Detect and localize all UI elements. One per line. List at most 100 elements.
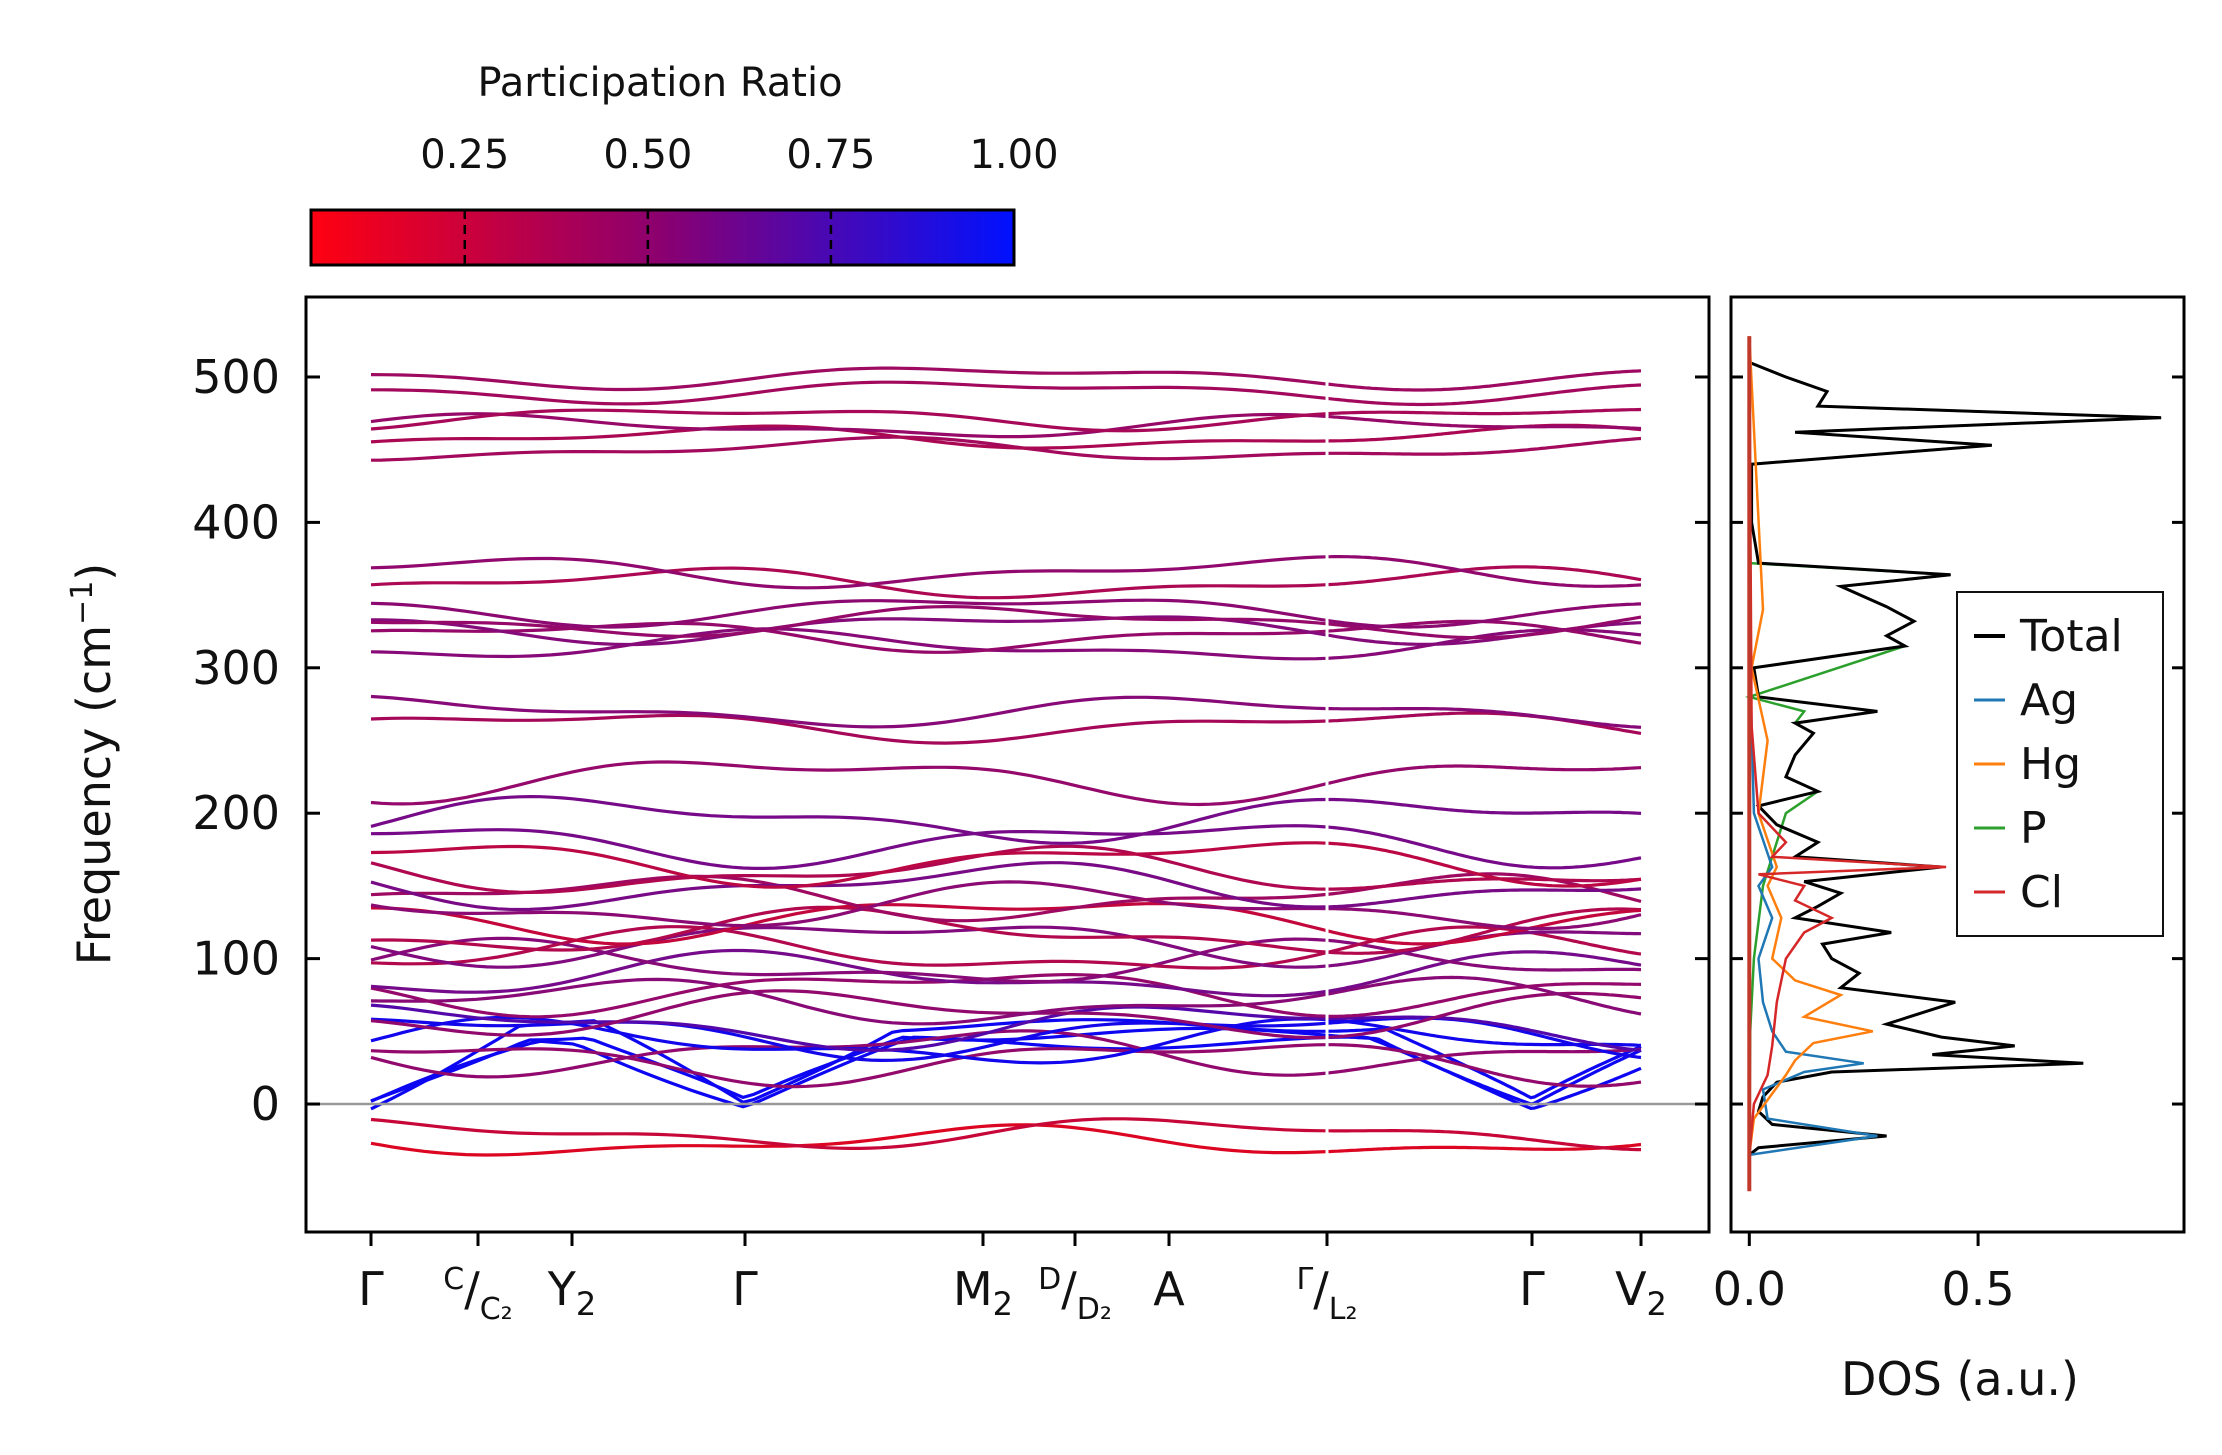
phonon-band (370, 844, 1328, 895)
phonon-band (1327, 706, 1642, 729)
phonon-band (1327, 877, 1642, 891)
phonon-band (370, 1003, 1328, 1052)
phonon-band (1326, 1018, 1642, 1047)
phonon-band (370, 598, 1328, 629)
phonon-band (1327, 1128, 1641, 1152)
phonon-band (1327, 797, 1642, 815)
legend-label-ag: Ag (2020, 675, 2078, 726)
y-tick-label: 0 (251, 1077, 280, 1131)
phonon-band (370, 1035, 1328, 1109)
phonon-band (370, 880, 1328, 928)
phonon-band (370, 905, 1328, 954)
x-tick-label: Γ/L₂ (1297, 1262, 1358, 1327)
legend-label-total: Total (2019, 611, 2123, 662)
phonon-band (1326, 975, 1642, 1016)
phonon-band (370, 972, 1328, 1019)
phonon-band (370, 925, 1328, 970)
phonon-band (370, 925, 1328, 969)
phonon-band (1326, 602, 1642, 629)
phonon-band (370, 1043, 1328, 1089)
dos-x-axis-title: DOS (a.u.) (1841, 1352, 2079, 1406)
phonon-band (1326, 615, 1642, 640)
colorbar-title: Participation Ratio (477, 60, 842, 106)
phonon-band (1326, 1027, 1642, 1100)
dos-curve-cl (1748, 336, 1947, 1156)
phonon-band (1326, 711, 1642, 735)
phonon-band (370, 604, 1328, 638)
x-tick-label: Γ (732, 1262, 758, 1316)
phonon-band (1326, 554, 1642, 588)
colorbar-gradient (309, 208, 1016, 267)
colorbar: Participation Ratio 0.25 0.50 0.75 1.00 (309, 60, 1059, 267)
colorbar-tick-label: 0.50 (603, 132, 692, 178)
y-tick-label: 100 (192, 932, 280, 986)
phonon-band (370, 948, 1328, 998)
x-tick-label: M2 (953, 1262, 1013, 1323)
phonon-band (370, 936, 1328, 984)
x-tick-label: Γ (358, 1262, 384, 1316)
legend-label-hg: Hg (2020, 739, 2081, 790)
x-tick-label: Y2 (547, 1262, 596, 1323)
phonon-band (1326, 938, 1642, 972)
phonon-band (1326, 414, 1642, 431)
phonon-band (370, 760, 1328, 807)
phonon-band (370, 555, 1328, 590)
phonon-band (1326, 950, 1642, 993)
y-tick-label: 200 (192, 786, 280, 840)
phonon-band (1327, 1043, 1642, 1088)
dos-legend[interactable]: Total Ag Hg P Cl (1956, 591, 2164, 937)
y-tick-label: 500 (192, 350, 280, 404)
phonon-band (370, 566, 1328, 600)
phonon-band (370, 412, 1328, 439)
phonon-band (370, 989, 1328, 1040)
phonon-band (1326, 1142, 1642, 1154)
y-tick-label: 300 (192, 641, 280, 695)
phonon-band (1327, 906, 1642, 931)
phonon-band (1326, 383, 1642, 407)
phonon-band (1326, 764, 1642, 786)
phonon-band (1326, 825, 1642, 870)
x-tick-label: Γ (1519, 1262, 1545, 1316)
colorbar-tick-label: 1.00 (969, 132, 1058, 178)
phonon-band (1326, 407, 1642, 416)
phonon-band (1326, 436, 1642, 456)
phonon-band (370, 621, 1328, 654)
phonon-band (1326, 908, 1642, 946)
phonon-band (370, 366, 1328, 392)
colorbar-tick-label: 0.25 (420, 132, 509, 178)
phonon-band (370, 1123, 1328, 1157)
dos-x-tick-label: 0.5 (1942, 1262, 2015, 1316)
x-tick-label: V2 (1615, 1262, 1667, 1323)
phonon-band (1326, 991, 1642, 1039)
y-tick-label: 400 (192, 495, 280, 549)
dos-curve-ag (1748, 336, 1878, 1157)
x-tick-label: C/C₂ (443, 1262, 512, 1327)
legend-label-cl: Cl (2020, 867, 2063, 918)
phonon-band (370, 1029, 1328, 1079)
phonon-band (370, 408, 1328, 433)
y-axis-title: Frequency (cm−1) (65, 563, 121, 966)
phonon-band (370, 841, 1328, 889)
dos-x-tick-label: 0.0 (1713, 1262, 1786, 1316)
phonon-band (370, 1117, 1328, 1151)
phonon-band (370, 627, 1328, 661)
phonon-band (1326, 1033, 1642, 1106)
phonon-band (1326, 369, 1642, 392)
band-axes-frame (304, 295, 1711, 1234)
phonon-band (1326, 907, 1642, 955)
phonon-band (370, 1017, 1328, 1063)
phonon-band (371, 380, 1328, 406)
phonon-band (1326, 565, 1642, 587)
phonon-band (370, 435, 1328, 462)
colorbar-tick-label: 0.75 (786, 132, 875, 178)
phonon-band (370, 713, 1328, 745)
legend-label-p: P (2020, 803, 2047, 854)
phonon-band (370, 861, 1328, 912)
phonon-band (370, 615, 1328, 647)
phonon-band (370, 977, 1328, 1026)
phonon-band (370, 694, 1328, 729)
phonon-band (1326, 841, 1642, 888)
dos-axes-frame (1729, 295, 2186, 1234)
x-tick-label: A (1153, 1262, 1185, 1316)
